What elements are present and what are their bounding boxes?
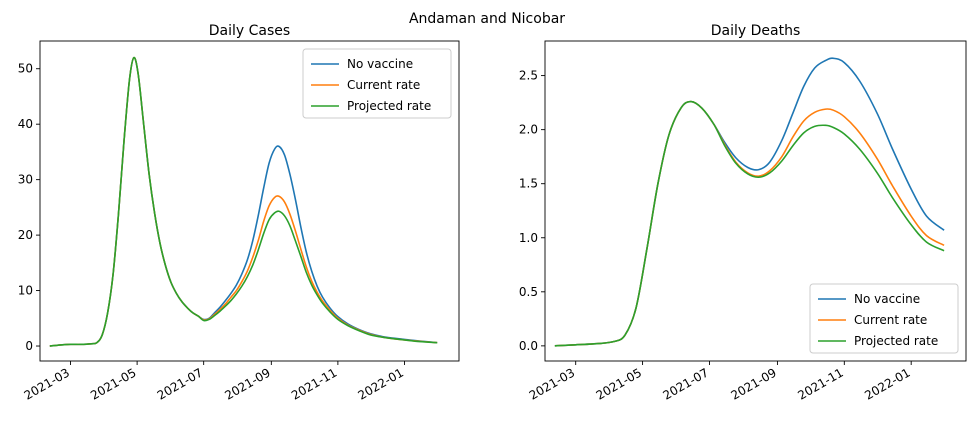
legend-entry: Projected rate xyxy=(854,334,938,348)
chart-daily-deaths: Daily Deaths 0.0 0.5 1.0 1.5 2.0 2.5 2021-03 202… xyxy=(519,23,967,403)
y-tick-label: 30 xyxy=(18,173,33,187)
figure-suptitle: Andaman and Nicobar xyxy=(409,11,565,27)
plot-frame xyxy=(39,40,460,362)
legend: No vaccine Current rate Projected rate xyxy=(302,48,452,119)
x-tick-label: 2021-07 xyxy=(155,365,205,402)
series-line-projected-rate xyxy=(554,100,945,347)
series-line-projected-rate xyxy=(49,56,438,347)
legend-entry: No vaccine xyxy=(854,292,920,306)
x-tick-label: 2022-01 xyxy=(862,365,912,402)
x-tick-label: 2021-09 xyxy=(222,365,272,402)
series-lines xyxy=(554,57,945,347)
y-tick-label: 0.0 xyxy=(519,339,538,353)
legend-box xyxy=(809,283,959,354)
y-tick-label: 20 xyxy=(18,228,33,242)
chart-title: Daily Deaths xyxy=(711,23,801,39)
x-tick-label: 2021-05 xyxy=(594,365,644,402)
y-tick-label: 50 xyxy=(18,62,33,76)
legend: No vaccine Current rate Projected rate xyxy=(809,283,959,354)
legend-box xyxy=(302,48,452,119)
y-tick-label: 2.5 xyxy=(519,69,538,83)
x-tick-label: 2021-03 xyxy=(527,365,577,402)
x-tick-label: 2021-11 xyxy=(289,365,339,402)
x-tick-label: 2021-07 xyxy=(661,365,711,402)
x-tick-label: 2021-05 xyxy=(88,365,138,402)
y-tick-label: 1.0 xyxy=(519,231,538,245)
y-tick-label: 0 xyxy=(25,339,33,353)
legend-entry: Current rate xyxy=(854,313,927,327)
legend-entry: Projected rate xyxy=(347,99,431,113)
y-tick-label: 2.0 xyxy=(519,123,538,137)
y-tick-label: 1.5 xyxy=(519,177,538,191)
chart-daily-cases: Daily Cases 0 10 20 30 40 50 2021-03 2021-05 2021… xyxy=(18,23,460,403)
series-lines xyxy=(49,56,438,347)
plot-frame xyxy=(544,40,967,362)
y-tick-label: 10 xyxy=(18,284,33,298)
x-tick-label: 2022-01 xyxy=(356,365,406,402)
chart-title: Daily Cases xyxy=(209,23,290,39)
legend-entry: No vaccine xyxy=(347,57,413,71)
x-tick-label: 2021-09 xyxy=(729,365,779,402)
y-tick-label: 0.5 xyxy=(519,285,538,299)
legend-entry: Current rate xyxy=(347,78,420,92)
x-tick-label: 2021-03 xyxy=(22,365,72,402)
y-tick-label: 40 xyxy=(18,117,33,131)
x-tick-label: 2021-11 xyxy=(795,365,845,402)
